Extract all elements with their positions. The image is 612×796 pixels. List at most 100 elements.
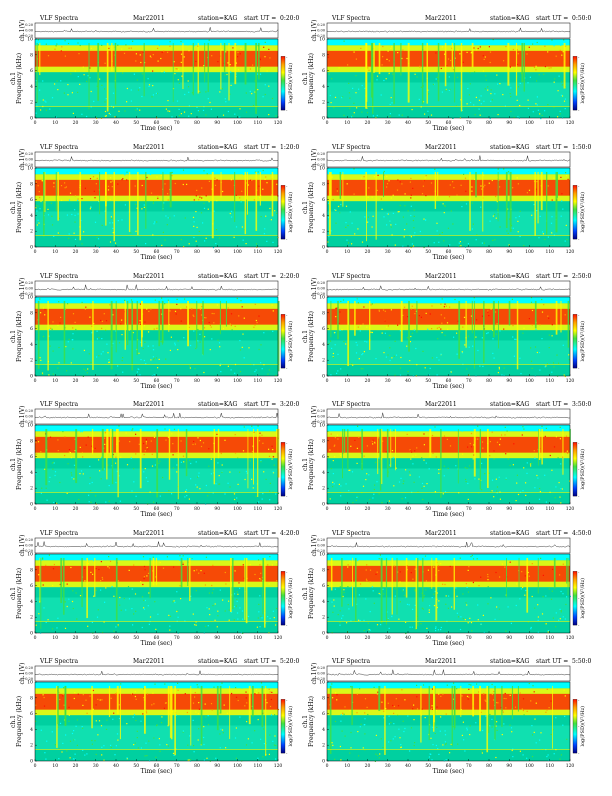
sferic-streak xyxy=(276,428,278,453)
speckle xyxy=(536,181,538,183)
x-tick-label: 0 xyxy=(34,378,37,384)
speckle xyxy=(257,559,260,561)
sferic-streak xyxy=(473,428,476,477)
speckle xyxy=(366,580,368,582)
speckle xyxy=(193,751,195,753)
speckle xyxy=(257,171,259,173)
panel-8: VLF Spectra Mar22011 station=KAG start UT =… xyxy=(10,530,299,647)
speckle xyxy=(101,338,103,340)
speckle xyxy=(185,489,188,491)
speckle xyxy=(515,604,517,607)
y-tick-label: 2 xyxy=(322,358,325,364)
speckle xyxy=(459,241,461,243)
sferic-streak xyxy=(106,428,108,480)
speckle xyxy=(205,91,207,93)
speckle xyxy=(67,463,69,465)
speckle xyxy=(541,298,543,301)
speckle xyxy=(189,735,191,737)
speckle xyxy=(164,239,166,241)
speckle xyxy=(188,759,190,761)
speckle xyxy=(371,226,373,228)
y-tick-label: 2 xyxy=(322,486,325,492)
sferic-streak xyxy=(180,557,183,588)
x-tick-label: 60 xyxy=(154,763,160,769)
speckle xyxy=(220,452,222,455)
speckle xyxy=(271,691,273,693)
x-axis-label: Time (sec) xyxy=(433,768,465,775)
speckle xyxy=(143,454,145,456)
speckle xyxy=(484,699,486,701)
speckle xyxy=(148,592,150,594)
speckle xyxy=(116,733,119,735)
y-tick-label: 0 xyxy=(30,759,33,765)
speckle xyxy=(535,742,537,744)
speckle xyxy=(328,235,330,238)
speckle xyxy=(242,564,244,566)
speckle xyxy=(101,699,103,701)
speckle xyxy=(443,760,445,762)
y-tick-label: 6 xyxy=(30,68,33,74)
speckle xyxy=(547,315,549,317)
speckle xyxy=(210,473,212,475)
speckle xyxy=(261,617,263,619)
speckle xyxy=(540,732,542,734)
speckle xyxy=(130,299,133,301)
speckle xyxy=(469,465,471,467)
speckle xyxy=(171,493,173,495)
speckle xyxy=(536,210,538,212)
speckle xyxy=(342,615,344,617)
speckle xyxy=(143,576,145,578)
colorbar-label: log(PSD)(V²/Hz) xyxy=(287,321,294,362)
speckle xyxy=(202,222,204,224)
speckle xyxy=(413,227,415,229)
speckle xyxy=(470,52,472,54)
speckle xyxy=(561,84,563,86)
speckle xyxy=(83,74,85,76)
speckle xyxy=(84,754,86,756)
speckle xyxy=(151,465,154,467)
speckle xyxy=(96,338,98,340)
speckle xyxy=(383,593,385,595)
speckle xyxy=(530,700,532,702)
spectrogram-ylabel: Frequency (kHz) xyxy=(16,696,23,747)
speckle xyxy=(72,348,74,350)
speckle xyxy=(416,684,418,686)
speckle xyxy=(126,87,128,90)
speckle xyxy=(165,108,167,110)
speckle xyxy=(228,600,230,602)
speckle xyxy=(43,696,45,699)
speckle xyxy=(526,192,528,194)
speckle xyxy=(334,692,337,694)
speckle xyxy=(87,563,89,565)
speckle xyxy=(375,734,377,736)
speckle xyxy=(469,617,471,619)
speckle xyxy=(540,118,542,120)
speckle xyxy=(126,464,129,466)
speckle xyxy=(351,580,353,582)
speckle xyxy=(363,630,365,632)
sferic-streak xyxy=(246,171,248,215)
sferic-streak xyxy=(339,171,342,199)
speckle xyxy=(112,309,114,311)
speckle xyxy=(541,554,543,556)
speckle xyxy=(198,702,200,704)
speckle xyxy=(487,311,489,313)
speckle xyxy=(331,176,333,178)
speckle xyxy=(217,462,219,464)
x-tick-label: 110 xyxy=(545,763,554,769)
speckle xyxy=(58,747,60,749)
speckle xyxy=(234,593,236,595)
y-tick-label: 8 xyxy=(30,695,33,701)
speckle xyxy=(470,446,473,448)
speckle xyxy=(44,314,46,316)
x-tick-label: 40 xyxy=(405,120,411,126)
sferic-streak xyxy=(141,300,143,338)
speckle xyxy=(244,705,246,707)
sferic-streak xyxy=(168,428,171,480)
speckle xyxy=(487,573,489,576)
speckle xyxy=(89,695,91,697)
speckle xyxy=(206,607,208,609)
speckle xyxy=(73,730,75,732)
speckle xyxy=(158,358,160,360)
speckle xyxy=(39,196,41,199)
